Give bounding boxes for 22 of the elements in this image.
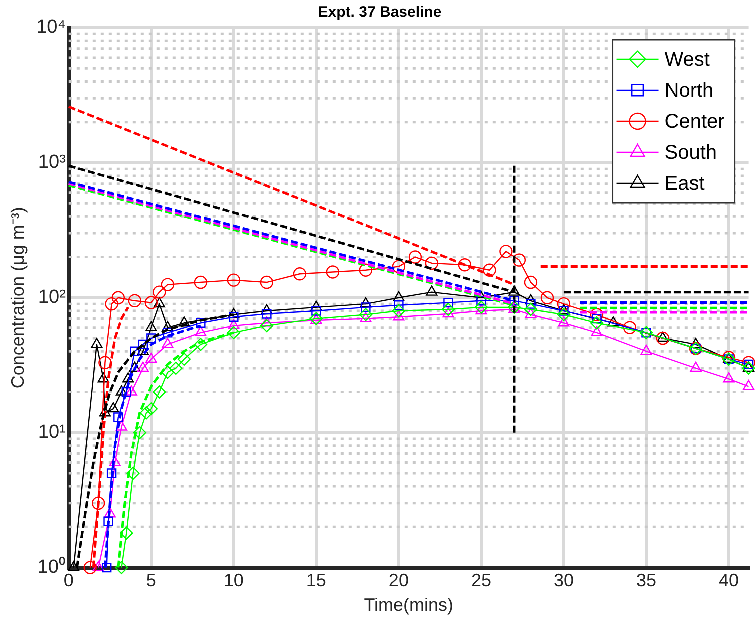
x-tick-label: 10	[224, 570, 244, 591]
chart-title: Expt. 37 Baseline	[318, 4, 442, 22]
y-tick-label: 10¹	[38, 422, 66, 444]
legend-label: East	[664, 173, 706, 196]
legend-label: Center	[664, 111, 726, 134]
y-tick-label: 10⁰	[38, 556, 66, 578]
y-tick-label: 10²	[38, 287, 66, 308]
x-tick-label: 35	[636, 570, 656, 591]
x-tick-label: 25	[471, 570, 492, 591]
x-tick-label: 0	[64, 570, 74, 591]
y-tick-label: 10³	[38, 152, 66, 174]
x-tick-label: 5	[146, 570, 156, 591]
legend-label: South	[664, 142, 718, 164]
x-axis-title: Time(mins)	[364, 595, 454, 616]
legend-label: North	[664, 80, 714, 102]
x-tick-label: 15	[306, 570, 326, 591]
x-tick-label: 40	[718, 570, 740, 591]
y-tick-label: 10⁴	[36, 17, 66, 38]
x-tick-label: 20	[388, 570, 409, 591]
y-axis-title: Concentration (μg m⁻³)	[8, 207, 28, 389]
x-tick-label: 30	[554, 570, 574, 591]
legend-label: West	[664, 49, 710, 72]
